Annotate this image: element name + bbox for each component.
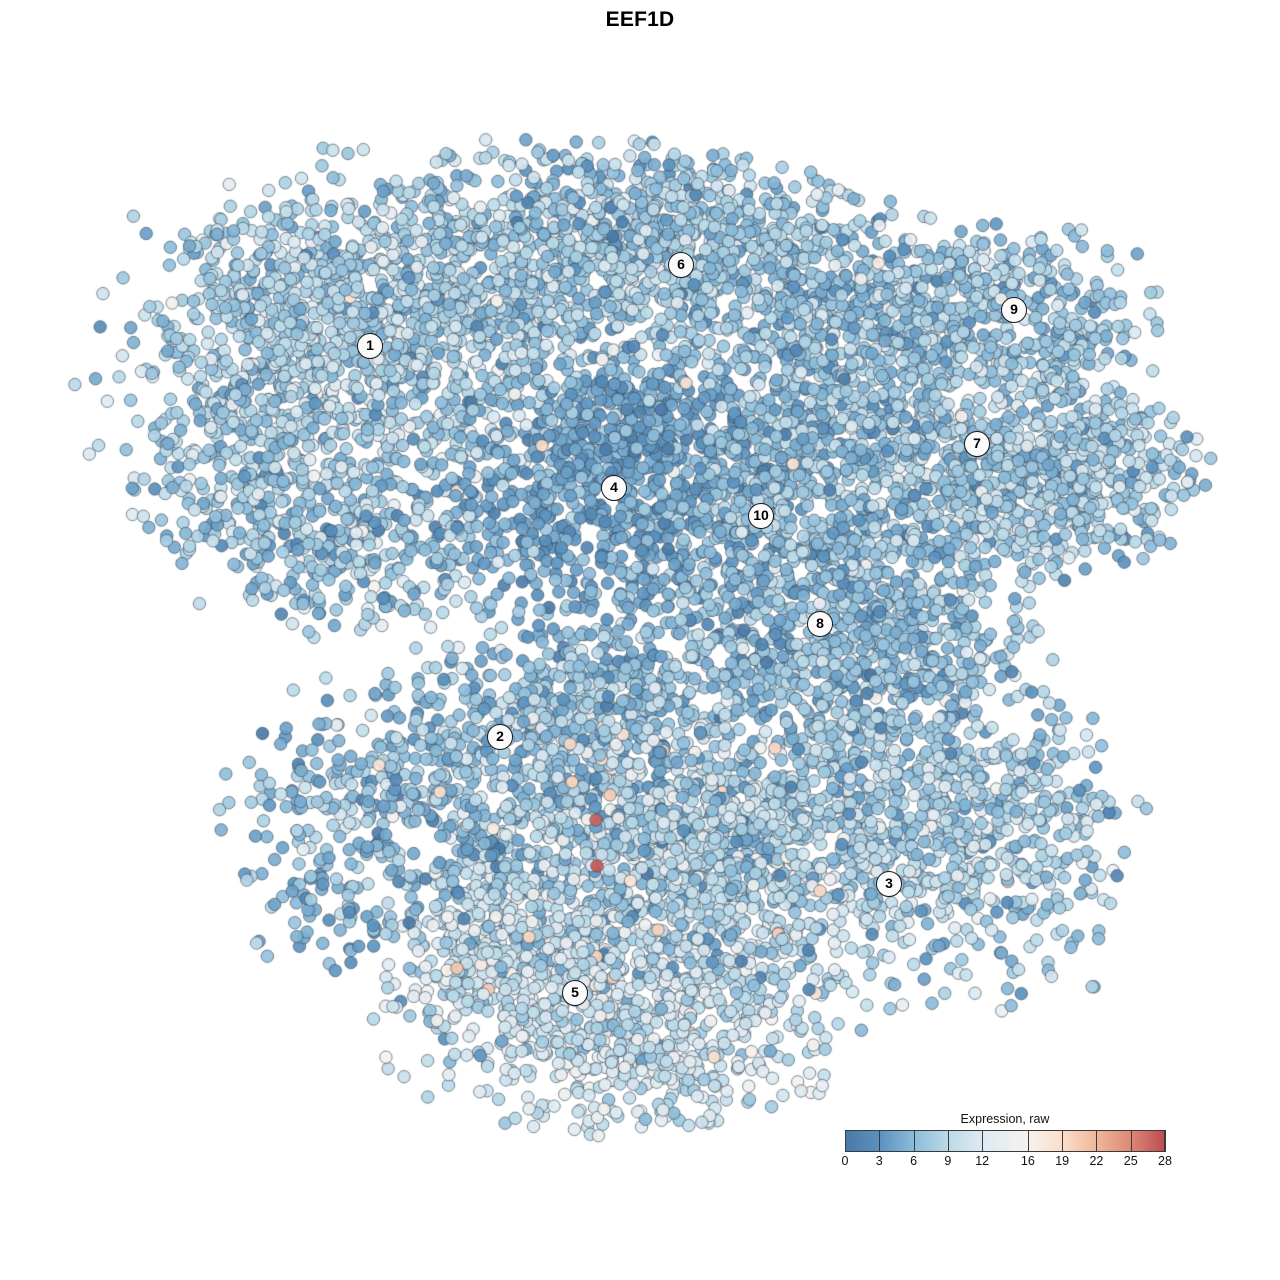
cluster-label-5[interactable]: 5 bbox=[562, 980, 588, 1006]
colorbar-tick-labels: 0 3 6 9 12 16 19 22 25 28 bbox=[841, 1154, 1172, 1172]
colorbar-tick-label: 25 bbox=[1123, 1154, 1138, 1168]
colorbar-tick bbox=[1062, 1130, 1064, 1152]
cluster-label-8[interactable]: 8 bbox=[807, 611, 833, 637]
colorbar-tick-label: 16 bbox=[1020, 1154, 1035, 1168]
cluster-label-6[interactable]: 6 bbox=[668, 252, 694, 278]
cluster-label-10[interactable]: 10 bbox=[748, 503, 774, 529]
colorbar-tick bbox=[982, 1130, 984, 1152]
colorbar-tick-label: 19 bbox=[1055, 1154, 1070, 1168]
cluster-label-3[interactable]: 3 bbox=[876, 871, 902, 897]
colorbar-tick bbox=[913, 1130, 915, 1152]
colorbar-tick-label: 3 bbox=[875, 1154, 883, 1168]
colorbar-bar-wrap bbox=[845, 1130, 1166, 1152]
cluster-label-1[interactable]: 1 bbox=[357, 333, 383, 359]
colorbar-tick bbox=[1096, 1130, 1098, 1152]
colorbar-tick bbox=[1165, 1130, 1166, 1152]
colorbar-tick-label: 12 bbox=[975, 1154, 990, 1168]
colorbar-tick-label: 22 bbox=[1089, 1154, 1104, 1168]
cluster-label-2[interactable]: 2 bbox=[487, 724, 513, 750]
colorbar-tick bbox=[1027, 1130, 1029, 1152]
cluster-label-7[interactable]: 7 bbox=[964, 431, 990, 457]
colorbar-tick bbox=[1130, 1130, 1132, 1152]
colorbar-legend: Expression, raw 0 3 6 9 12 16 19 22 25 28 bbox=[841, 1112, 1172, 1172]
legend-title: Expression, raw bbox=[960, 1112, 1050, 1126]
colorbar-tick bbox=[879, 1130, 881, 1152]
cluster-label-9[interactable]: 9 bbox=[1001, 297, 1027, 323]
colorbar-tick bbox=[947, 1130, 949, 1152]
colorbar-tick-label: 0 bbox=[841, 1154, 849, 1168]
colorbar-tick-label: 6 bbox=[910, 1154, 918, 1168]
colorbar-tick-label: 9 bbox=[944, 1154, 952, 1168]
colorbar-gradient bbox=[845, 1130, 1165, 1152]
cluster-label-4[interactable]: 4 bbox=[601, 475, 627, 501]
colorbar-tick-label: 28 bbox=[1158, 1154, 1172, 1168]
